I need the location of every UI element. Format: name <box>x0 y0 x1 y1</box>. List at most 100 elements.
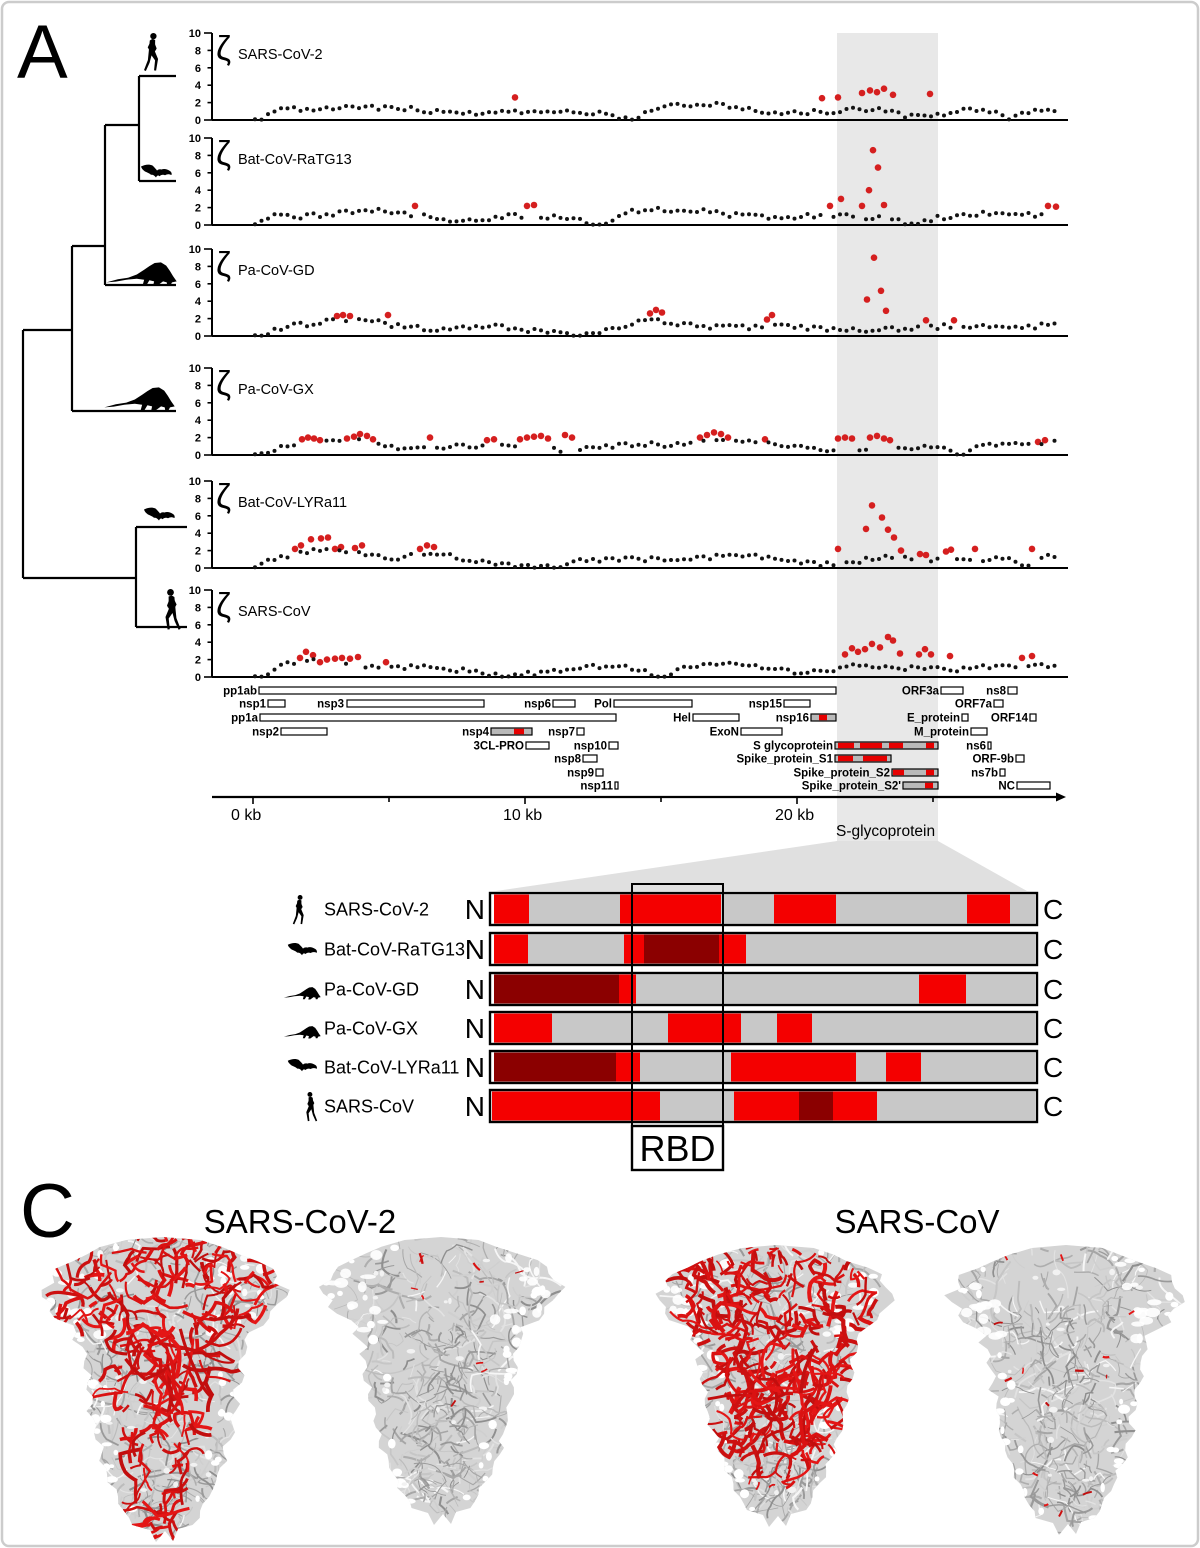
svg-text:nsp6: nsp6 <box>524 699 551 711</box>
svg-text:4: 4 <box>195 528 202 540</box>
svg-text:SARS-CoV-2: SARS-CoV-2 <box>324 900 429 920</box>
svg-text:10: 10 <box>189 244 201 256</box>
svg-text:ORF-9b: ORF-9b <box>972 754 1014 766</box>
svg-text:Spike_protein_S2': Spike_protein_S2' <box>802 781 902 793</box>
svg-text:C: C <box>1043 1052 1063 1083</box>
svg-text:4: 4 <box>195 296 202 308</box>
svg-text:4: 4 <box>195 80 202 92</box>
svg-text:S-glycoprotein: S-glycoprotein <box>836 823 935 840</box>
svg-text:0: 0 <box>195 220 201 232</box>
svg-text:4: 4 <box>195 185 202 197</box>
svg-text:0: 0 <box>195 563 201 575</box>
svg-text:ORF3a: ORF3a <box>902 686 940 698</box>
svg-text:3CL-PRO: 3CL-PRO <box>474 741 525 753</box>
svg-text:ζ: ζ <box>216 365 231 403</box>
svg-text:8: 8 <box>195 380 201 392</box>
svg-text:A: A <box>17 10 68 95</box>
svg-text:ns8: ns8 <box>986 686 1006 698</box>
svg-text:Pa-CoV-GD: Pa-CoV-GD <box>324 980 419 1000</box>
svg-text:ns6: ns6 <box>966 741 986 753</box>
svg-text:6: 6 <box>195 279 201 291</box>
svg-text:ORF7a: ORF7a <box>955 699 993 711</box>
svg-text:20 kb: 20 kb <box>775 807 814 824</box>
svg-text:6: 6 <box>195 398 201 410</box>
svg-text:6: 6 <box>195 63 201 75</box>
svg-text:nsp15: nsp15 <box>749 699 783 711</box>
svg-text:ζ: ζ <box>216 478 231 516</box>
svg-text:nsp9: nsp9 <box>567 768 594 780</box>
svg-text:E_protein: E_protein <box>907 713 960 725</box>
svg-text:ζ: ζ <box>216 30 231 68</box>
svg-text:0: 0 <box>195 672 201 684</box>
svg-text:SARS-CoV: SARS-CoV <box>834 1203 999 1240</box>
svg-text:10: 10 <box>189 363 201 375</box>
svg-text:SARS-CoV: SARS-CoV <box>238 604 311 620</box>
svg-text:SARS-CoV: SARS-CoV <box>324 1097 414 1117</box>
svg-text:Spike_protein_S2: Spike_protein_S2 <box>793 768 890 780</box>
svg-text:SARS-CoV-2: SARS-CoV-2 <box>204 1203 397 1240</box>
svg-text:Spike_protein_S1: Spike_protein_S1 <box>736 754 833 766</box>
svg-text:2: 2 <box>195 314 201 326</box>
svg-text:Bat-CoV-RaTG13: Bat-CoV-RaTG13 <box>238 152 352 168</box>
svg-text:M_protein: M_protein <box>914 727 969 739</box>
svg-text:10: 10 <box>189 133 201 145</box>
svg-text:Bat-CoV-LYRa11: Bat-CoV-LYRa11 <box>238 495 347 511</box>
svg-text:8: 8 <box>195 150 201 162</box>
svg-text:ζ: ζ <box>216 246 231 284</box>
svg-text:N: N <box>465 1013 485 1044</box>
svg-text:4: 4 <box>195 637 202 649</box>
svg-text:Pa-CoV-GD: Pa-CoV-GD <box>238 263 315 279</box>
svg-text:8: 8 <box>195 261 201 273</box>
svg-text:C: C <box>1043 974 1063 1005</box>
svg-text:RBD: RBD <box>639 1128 715 1169</box>
svg-text:8: 8 <box>195 493 201 505</box>
svg-text:S glycoprotein: S glycoprotein <box>753 741 833 753</box>
svg-text:N: N <box>465 1091 485 1122</box>
svg-text:N: N <box>465 934 485 965</box>
svg-text:nsp2: nsp2 <box>252 727 279 739</box>
svg-text:6: 6 <box>195 511 201 523</box>
svg-text:2: 2 <box>195 655 201 667</box>
svg-text:ζ: ζ <box>216 135 231 173</box>
svg-text:2: 2 <box>195 98 201 110</box>
svg-text:Pa-CoV-GX: Pa-CoV-GX <box>238 382 314 398</box>
svg-text:ns7b: ns7b <box>971 768 998 780</box>
svg-text:nsp4: nsp4 <box>462 727 489 739</box>
svg-text:pp1a: pp1a <box>231 713 258 725</box>
svg-text:10 kb: 10 kb <box>503 807 542 824</box>
svg-text:0: 0 <box>195 331 201 343</box>
svg-text:N: N <box>465 1052 485 1083</box>
svg-text:nsp1: nsp1 <box>239 699 266 711</box>
svg-text:C: C <box>1043 1013 1063 1044</box>
svg-text:C: C <box>1043 894 1063 925</box>
svg-text:C: C <box>1043 1091 1063 1122</box>
svg-text:nsp16: nsp16 <box>776 713 809 725</box>
svg-text:0: 0 <box>195 115 201 127</box>
svg-text:C: C <box>20 1169 75 1254</box>
svg-text:ExoN: ExoN <box>710 727 739 739</box>
svg-text:nsp3: nsp3 <box>317 699 344 711</box>
svg-text:2: 2 <box>195 203 201 215</box>
svg-text:ORF14: ORF14 <box>991 713 1029 725</box>
svg-text:nsp11: nsp11 <box>580 781 613 793</box>
svg-text:Pol: Pol <box>594 699 612 711</box>
svg-text:Bat-CoV-RaTG13: Bat-CoV-RaTG13 <box>324 940 465 960</box>
svg-text:Hel: Hel <box>673 713 691 725</box>
svg-text:nsp8: nsp8 <box>554 754 581 766</box>
svg-text:nsp10: nsp10 <box>574 741 607 753</box>
svg-text:10: 10 <box>189 476 201 488</box>
svg-text:nsp7: nsp7 <box>548 727 575 739</box>
svg-text:8: 8 <box>195 45 201 57</box>
svg-text:4: 4 <box>195 415 202 427</box>
svg-text:Bat-CoV-LYRa11: Bat-CoV-LYRa11 <box>324 1058 459 1078</box>
svg-text:NC: NC <box>998 781 1015 793</box>
svg-text:8: 8 <box>195 602 201 614</box>
svg-text:2: 2 <box>195 433 201 445</box>
svg-text:N: N <box>465 894 485 925</box>
svg-text:SARS-CoV-2: SARS-CoV-2 <box>238 47 323 63</box>
svg-text:6: 6 <box>195 168 201 180</box>
svg-text:C: C <box>1043 934 1063 965</box>
svg-text:Pa-CoV-GX: Pa-CoV-GX <box>324 1019 418 1039</box>
svg-text:10: 10 <box>189 28 201 40</box>
svg-text:ζ: ζ <box>216 587 231 625</box>
